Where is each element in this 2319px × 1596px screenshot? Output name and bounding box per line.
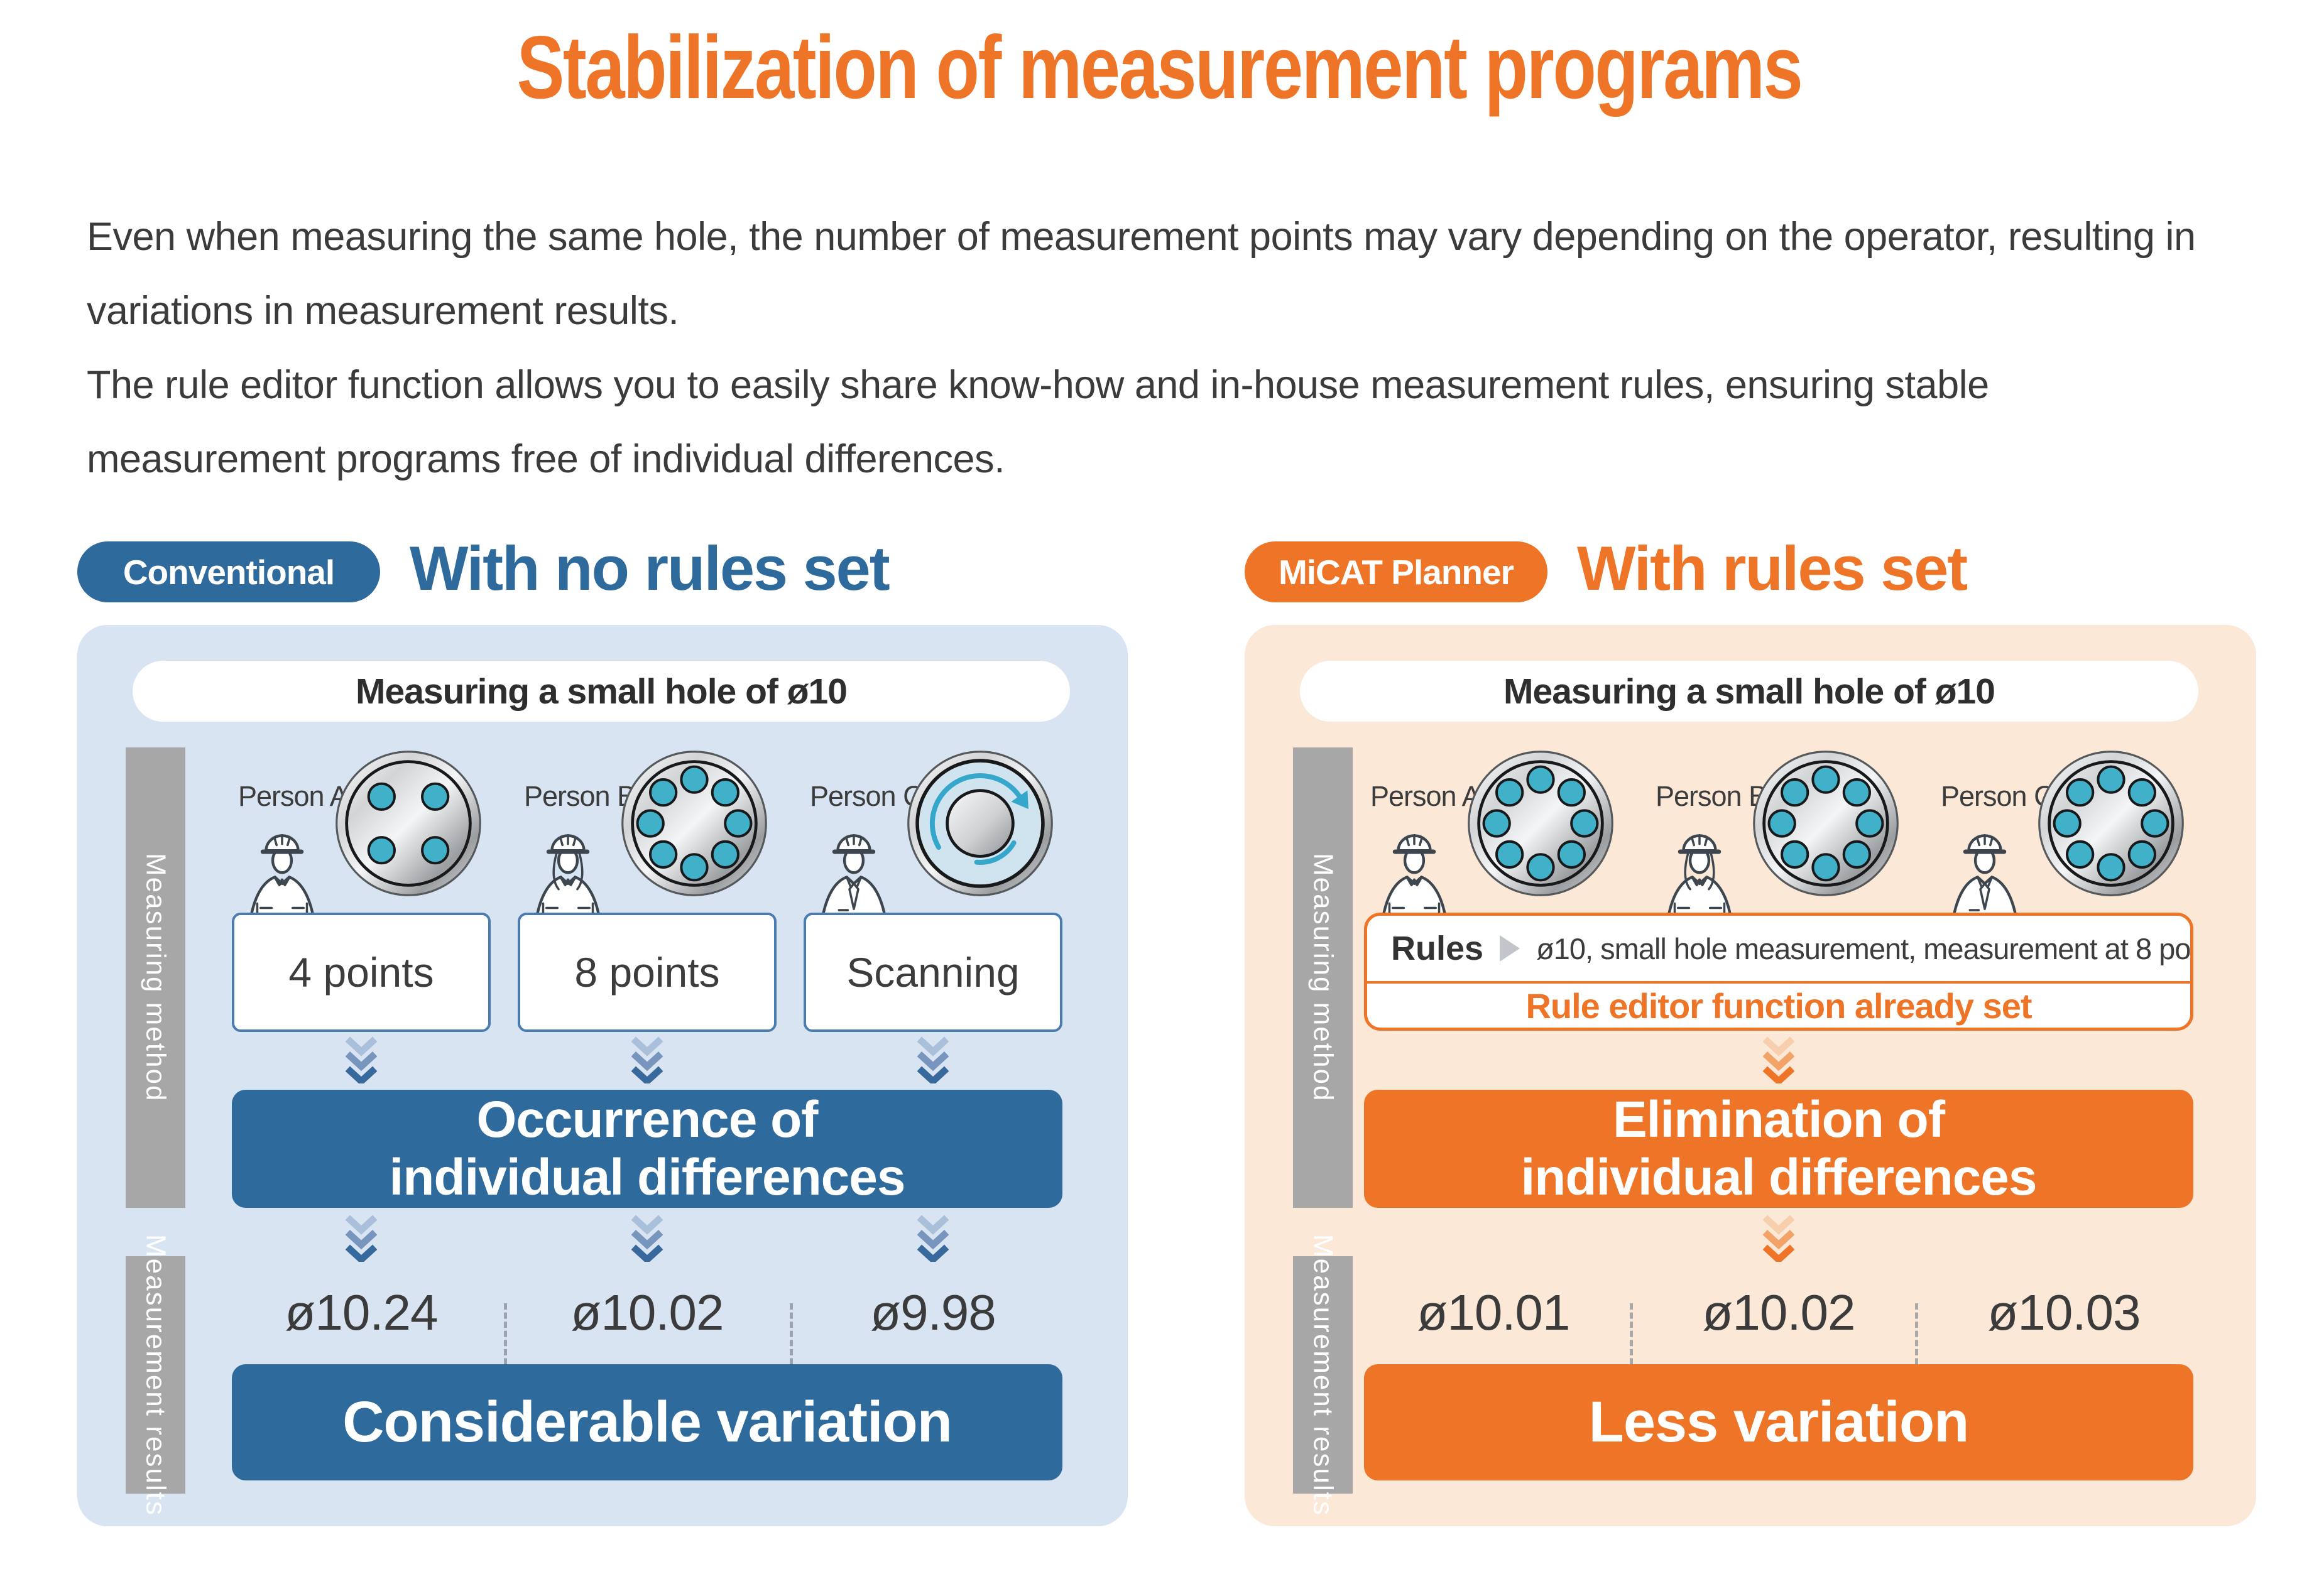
left-measuring-method-tab: Measuring method — [126, 747, 185, 1208]
chevron-down-icon — [1760, 1214, 1797, 1262]
chevron-down-icon — [629, 1036, 665, 1083]
right-chevron-row — [1364, 1036, 2193, 1083]
person-group: Person A — [232, 747, 491, 913]
page-title: Stabilization of measurement programs — [517, 18, 1803, 117]
left-subtitle: Measuring a small hole of ø10 — [133, 661, 1070, 722]
dashed-divider — [1915, 1303, 1918, 1374]
right-persons-row: Person A Person B Person C — [1364, 747, 2193, 913]
right-subtitle: Measuring a small hole of ø10 — [1300, 661, 2198, 722]
intro-line: Even when measuring the same hole, the n… — [87, 215, 2196, 259]
chevron-down-icon — [343, 1036, 379, 1083]
rules-text: ø10, small hole measurement, measurement… — [1536, 931, 2193, 965]
result-value: ø10.02 — [570, 1284, 724, 1340]
person-group: Person C — [1934, 747, 2193, 913]
chevron-down-icon — [1760, 1036, 1797, 1083]
left-chevrons-row-2 — [232, 1214, 1062, 1259]
left-chevrons-row — [232, 1036, 1062, 1083]
right-chevron-row-2 — [1364, 1214, 2193, 1259]
micat-panel: Measuring a small hole of ø10 Measuring … — [1245, 625, 2256, 1526]
person-label: Person C — [810, 780, 924, 812]
intro-paragraph: Even when measuring the same hole, the n… — [87, 200, 2196, 496]
dashed-divider — [790, 1303, 793, 1374]
conventional-panel: Measuring a small hole of ø10 Measuring … — [77, 625, 1128, 1526]
person-label: Person A — [238, 780, 349, 812]
result-value: ø10.24 — [285, 1284, 438, 1340]
dashed-divider — [1630, 1303, 1633, 1374]
left-results-row: ø10.24 ø10.02 ø9.98 — [232, 1272, 1062, 1374]
person-group: Person B — [518, 747, 777, 913]
result-value: ø10.03 — [1987, 1284, 2141, 1340]
dashed-divider — [504, 1303, 507, 1374]
occurrence-banner: Occurrence of individual differences — [232, 1090, 1062, 1208]
chevron-down-icon — [343, 1214, 379, 1262]
intro-line: The rule editor function allows you to e… — [87, 363, 1989, 407]
chevron-down-icon — [629, 1214, 665, 1262]
result-value: ø10.01 — [1417, 1284, 1570, 1340]
disc-scanning-icon — [902, 749, 1059, 898]
person-group: Person B — [1649, 747, 1908, 913]
right-measuring-method-tab: Measuring method — [1293, 747, 1353, 1208]
left-heading: With no rules set — [410, 533, 890, 603]
less-variation-banner: Less variation — [1364, 1364, 2193, 1480]
right-heading: With rules set — [1577, 533, 1968, 603]
micat-planner-badge: MiCAT Planner — [1245, 541, 1547, 602]
right-results-row: ø10.01 ø10.02 ø10.03 — [1364, 1272, 2193, 1374]
method-box: Scanning — [804, 913, 1062, 1032]
result-value: ø10.02 — [1702, 1284, 1855, 1340]
rules-label: Rules — [1391, 930, 1484, 967]
disc-8-points-icon — [2033, 749, 2190, 898]
chevron-down-icon — [915, 1036, 951, 1083]
disc-8-points-icon — [1462, 749, 1619, 898]
left-persons-row: Person A Person B Person C — [232, 747, 1062, 913]
disc-8-points-icon — [1747, 749, 1904, 898]
disc-4-points-icon — [330, 749, 487, 898]
disc-8-points-icon — [616, 749, 773, 898]
left-methods-row: 4 points 8 points Scanning — [232, 913, 1062, 1032]
chevron-down-icon — [915, 1214, 951, 1262]
rules-arrow-icon — [1500, 935, 1520, 962]
considerable-variation-banner: Considerable variation — [232, 1364, 1062, 1480]
person-label: Person B — [524, 780, 636, 812]
person-label: Person B — [1656, 780, 1767, 812]
result-value: ø9.98 — [870, 1284, 996, 1340]
intro-line: measurement programs free of individual … — [87, 437, 1005, 481]
elimination-banner: Elimination of individual differences — [1364, 1090, 2193, 1208]
method-box: 8 points — [518, 913, 777, 1032]
person-label: Person A — [1370, 780, 1481, 812]
person-group: Person C — [804, 747, 1062, 913]
rules-row: Rules ø10, small hole measurement, measu… — [1367, 916, 2190, 981]
rule-editor-note: Rule editor function already set — [1367, 981, 2190, 1028]
method-box: 4 points — [232, 913, 491, 1032]
rules-box: Rules ø10, small hole measurement, measu… — [1364, 913, 2193, 1031]
intro-line: variations in measurement results. — [87, 289, 679, 333]
person-label: Person C — [1941, 780, 2054, 812]
right-measurement-results-tab: Measurement results — [1293, 1234, 1353, 1516]
conventional-badge: Conventional — [77, 541, 380, 602]
left-measurement-results-tab: Measurement results — [126, 1234, 185, 1516]
person-group: Person A — [1364, 747, 1623, 913]
